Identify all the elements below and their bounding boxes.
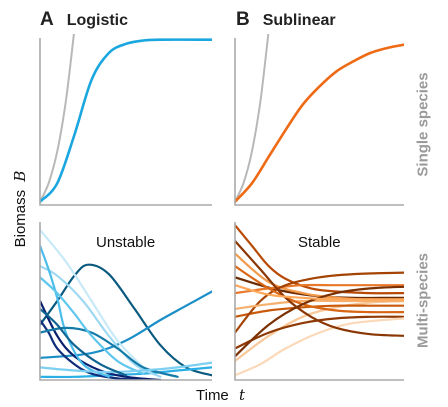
series-line-a-bottom-9 xyxy=(40,326,179,378)
series-line-a-bottom-8 xyxy=(40,244,110,378)
series-line-b-bottom-10 xyxy=(235,299,404,310)
series-line-b-bottom-11 xyxy=(235,265,404,314)
panel-a-letter: A xyxy=(40,9,55,30)
series-line-a-bottom-12 xyxy=(40,307,128,377)
panel-a-title: Logistic xyxy=(66,12,129,29)
panel-a-bottom-title: Unstable xyxy=(96,234,156,251)
series-line-a-bottom-1 xyxy=(40,263,212,377)
series-line-a-bottom-10 xyxy=(40,276,145,375)
series-line-b-bottom-14 xyxy=(235,284,404,301)
series-line-b-top-1 xyxy=(235,34,270,203)
panel-b-letter: B xyxy=(236,9,251,30)
axes-a-top xyxy=(39,38,212,206)
x-axis-label-text: Time xyxy=(196,387,229,404)
series-line-b-bottom-13 xyxy=(235,239,404,337)
row-label-single-species: Single species xyxy=(414,72,432,177)
series-line-b-bottom-4 xyxy=(235,299,404,363)
panel-b-bottom-title: Stable xyxy=(298,234,341,251)
x-axis-symbol: t xyxy=(238,386,245,404)
series-line-b-bottom-5 xyxy=(235,304,404,318)
panel-b-header: B Sublinear xyxy=(236,9,336,30)
axes-a-bottom xyxy=(39,222,212,381)
axes-b-top xyxy=(234,38,404,206)
series-line-a-bottom-7 xyxy=(40,228,145,369)
series-line-a-top-1 xyxy=(40,34,75,203)
series-line-b-bottom-2 xyxy=(235,276,404,300)
series-line-b-bottom-12 xyxy=(235,285,404,358)
series-line-b-bottom-9 xyxy=(235,271,404,334)
series-line-b-top-2 xyxy=(235,43,404,203)
plot-area-a-top xyxy=(40,34,212,203)
panel-a-header: A Logistic xyxy=(40,9,129,30)
row-label-multi-species: Multi-species xyxy=(414,252,432,349)
series-line-a-bottom-11 xyxy=(40,361,212,374)
plot-area-a-bottom xyxy=(40,228,212,380)
axes-b-bottom xyxy=(234,222,404,381)
series-line-a-bottom-6 xyxy=(40,265,162,378)
series-line-a-bottom-3 xyxy=(40,290,212,359)
series-line-a-bottom-4 xyxy=(40,318,145,380)
series-line-a-bottom-5 xyxy=(40,299,162,380)
series-line-a-top-2 xyxy=(40,38,212,203)
y-axis-label: Biomass B xyxy=(11,159,29,259)
plot-area-b-top xyxy=(235,34,404,203)
y-axis-label-text: Biomass xyxy=(12,189,29,248)
x-axis-label: Time t xyxy=(196,386,245,404)
series-line-b-bottom-7 xyxy=(235,283,404,295)
panel-b-title: Sublinear xyxy=(262,12,336,29)
plot-area-b-bottom xyxy=(235,224,404,377)
series-line-b-bottom-1 xyxy=(235,224,404,295)
y-axis-symbol: B xyxy=(11,170,29,182)
series-line-b-bottom-8 xyxy=(235,317,404,377)
